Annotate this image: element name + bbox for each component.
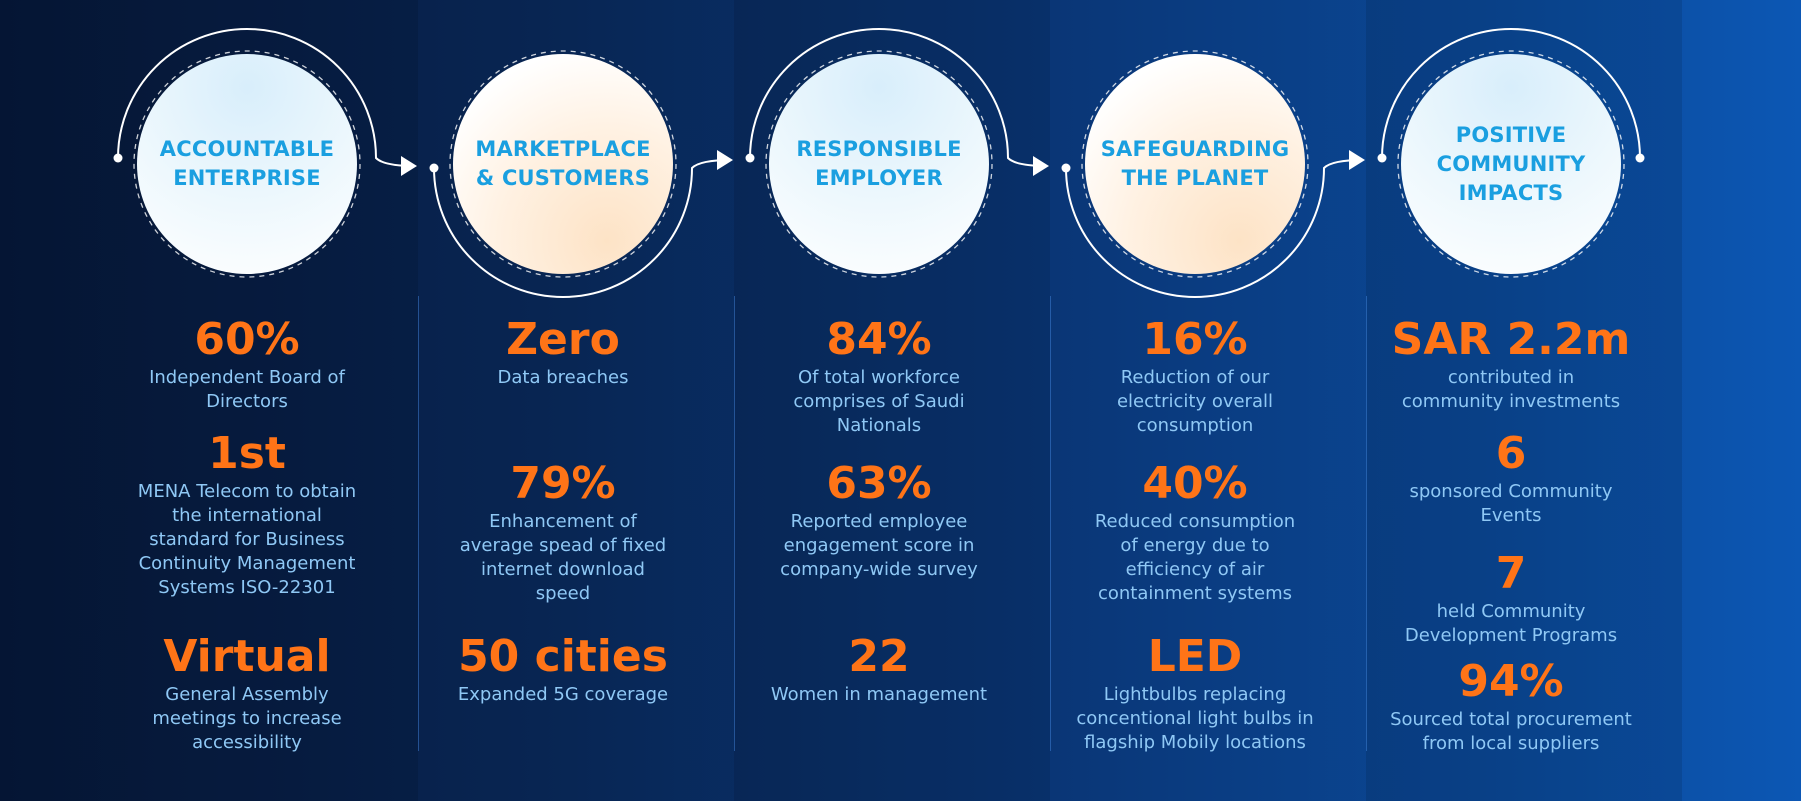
stat-block: LED Lightbulbs replacing concentional li… [1037,633,1353,755]
stat-label: Reported employee engagement score in co… [780,511,978,580]
pillar-circle-positive-community: POSITIVE COMMUNITY IMPACTS [1401,54,1621,274]
stat-value: 79% [510,458,616,509]
stat-label: contributed in community investments [1401,367,1621,412]
stat-block: 60% Independent Board of Directors [89,316,405,414]
stat-label: Expanded 5G coverage [457,684,669,705]
stat-label: Independent Board of Directors [149,367,345,412]
pillar-title: RESPONSIBLE EMPLOYER [796,137,962,190]
stat-block: 7 held Community Development Programs [1353,550,1669,648]
stat-value: Zero [506,314,620,365]
stat-block: 63% Reported employee engagement score i… [721,460,1037,582]
stat-label: Of total workforce comprises of Saudi Na… [793,367,965,436]
stat-value: SAR 2.2m [1391,314,1631,365]
pillar-circle-accountable-enterprise: ACCOUNTABLE ENTERPRISE [137,54,357,274]
stat-value: 16% [1142,314,1248,365]
stat-label: Data breaches [497,367,629,388]
stat-value: 40% [1142,458,1248,509]
pillar-title: SAFEGUARDING THE PLANET [1100,137,1290,190]
stat-label: Lightbulbs replacing concentional light … [1076,684,1314,753]
stat-value: 1st [208,428,286,479]
stat-label: Enhancement of average spead of fixed in… [459,511,667,604]
stat-label: held Community Development Programs [1404,601,1618,646]
stat-label: sponsored Community Events [1409,481,1613,526]
pillar-circle-marketplace-customers: MARKETPLACE & CUSTOMERS [453,54,673,274]
stat-value: Virtual [163,631,331,682]
pillar-title: MARKETPLACE & CUSTOMERS [475,137,651,190]
stat-value: 84% [826,314,932,365]
stat-block: 84% Of total workforce comprises of Saud… [721,316,1037,438]
stat-block: 22 Women in management [721,633,1037,707]
pillar-title: ACCOUNTABLE ENTERPRISE [159,137,335,190]
stat-value: 7 [1495,548,1527,599]
pillar-circle-safeguarding-planet: SAFEGUARDING THE PLANET [1085,54,1305,274]
column-divider [1050,296,1051,751]
column-divider [418,296,419,751]
stat-block: 94% Sourced total procurement from local… [1353,658,1669,756]
stat-label: MENA Telecom to obtain the international… [137,481,357,598]
column-divider [1366,296,1367,751]
pillar-title: POSITIVE COMMUNITY IMPACTS [1436,122,1586,205]
stat-block: 6 sponsored Community Events [1353,430,1669,528]
stat-value: 63% [826,458,932,509]
stat-value: 94% [1458,656,1564,707]
stat-label: Reduced consumption of energy due to eff… [1094,511,1296,604]
stat-value: 22 [848,631,910,682]
stat-block: 50 cities Expanded 5G coverage [405,633,721,707]
stat-block: SAR 2.2m contributed in community invest… [1353,316,1669,414]
stat-value: 50 cities [458,631,668,682]
stat-block: Zero Data breaches [405,316,721,390]
stat-value: 6 [1495,428,1527,479]
stat-value: LED [1147,631,1243,682]
stat-value: 60% [194,314,300,365]
stat-label: Sourced total procurement from local sup… [1390,709,1632,754]
stat-block: Virtual General Assembly meetings to inc… [89,633,405,755]
column-divider [734,296,735,751]
stat-block: 79% Enhancement of average spead of fixe… [405,460,721,606]
stat-label: General Assembly meetings to increase ac… [152,684,342,753]
pillar-circle-responsible-employer: RESPONSIBLE EMPLOYER [769,54,989,274]
stat-block: 1st MENA Telecom to obtain the internati… [89,430,405,600]
stat-label: Women in management [770,684,988,705]
stat-block: 40% Reduced consumption of energy due to… [1037,460,1353,606]
stat-label: Reduction of our electricity overall con… [1116,367,1273,436]
stat-block: 16% Reduction of our electricity overall… [1037,316,1353,438]
